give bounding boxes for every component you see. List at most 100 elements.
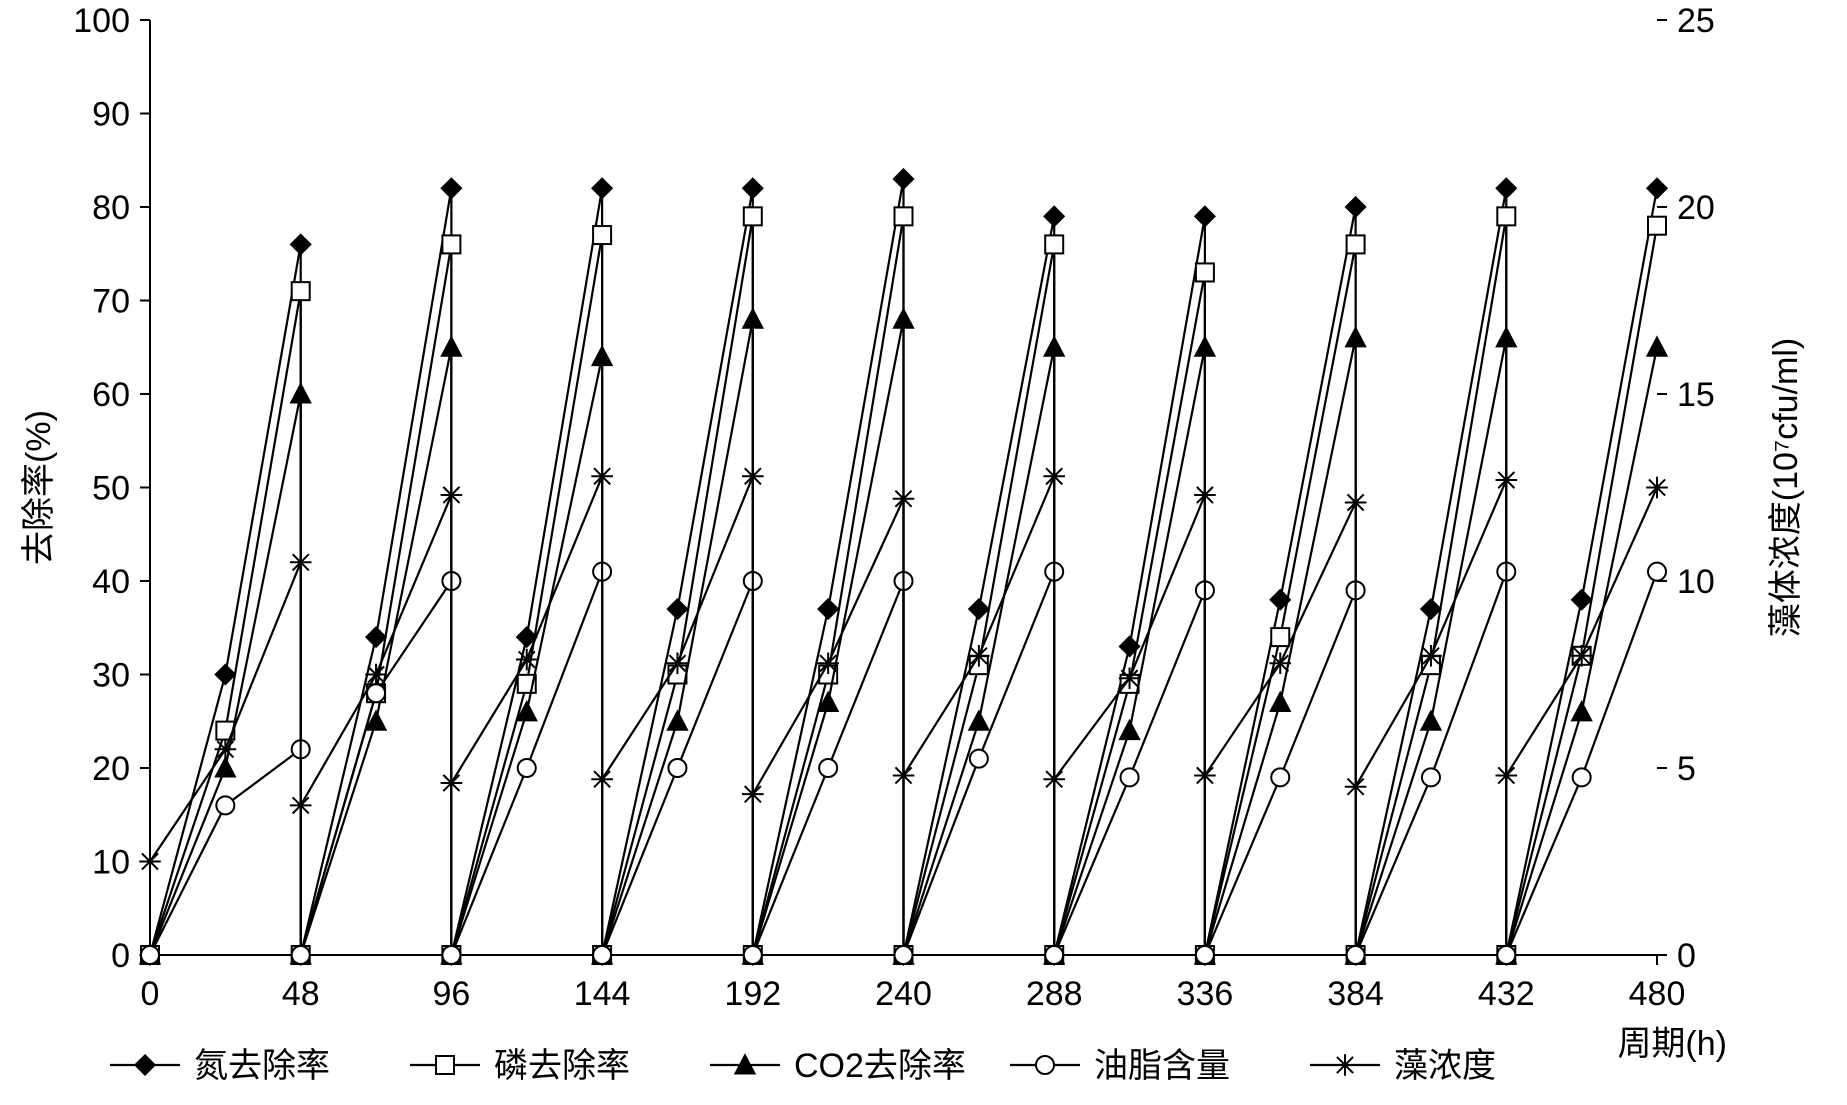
y-left-tick-label: 50: [92, 469, 130, 507]
y-left-tick-label: 90: [92, 95, 130, 133]
y-left-tick-label: 30: [92, 656, 130, 694]
y-right-tick-label: 0: [1677, 937, 1696, 975]
y-right-tick-label: 25: [1677, 2, 1715, 40]
marker-triangle: [441, 336, 462, 356]
marker-diamond: [1571, 589, 1592, 610]
marker-diamond: [441, 178, 462, 199]
marker-square: [1196, 263, 1214, 281]
marker-circle: [593, 946, 611, 964]
marker-square: [1045, 235, 1063, 253]
series-group: [139, 169, 1668, 966]
marker-square: [744, 207, 762, 225]
marker-square: [895, 207, 913, 225]
marker-triangle: [1571, 701, 1592, 721]
y-right-tick-label: 15: [1677, 376, 1715, 414]
marker-triangle: [667, 710, 688, 730]
marker-square: [593, 226, 611, 244]
marker-circle: [895, 946, 913, 964]
marker-square: [292, 282, 310, 300]
marker-circle: [1573, 768, 1591, 786]
marker-diamond: [667, 599, 688, 620]
legend-item: 氮去除率: [110, 1047, 330, 1085]
marker-square: [442, 235, 460, 253]
x-tick-label: 288: [1026, 975, 1083, 1013]
marker-triangle: [1345, 327, 1366, 347]
y-left-tick-label: 80: [92, 189, 130, 227]
y-left-tick-label: 20: [92, 750, 130, 788]
legend-item: 磷去除率: [410, 1047, 630, 1085]
marker-circle: [1497, 946, 1515, 964]
marker-circle: [1036, 1056, 1054, 1074]
x-tick-label: 384: [1327, 975, 1384, 1013]
marker-circle: [141, 946, 159, 964]
y-left-tick-label: 70: [92, 282, 130, 320]
marker-diamond: [592, 178, 613, 199]
marker-square: [436, 1056, 454, 1074]
marker-circle: [668, 759, 686, 777]
marker-circle: [1347, 946, 1365, 964]
x-tick-label: 144: [574, 975, 631, 1013]
marker-triangle: [893, 308, 914, 328]
marker-triangle: [1421, 710, 1442, 730]
x-tick-label: 96: [432, 975, 470, 1013]
legend-label: 磷去除率: [494, 1047, 630, 1085]
marker-diamond: [818, 599, 839, 620]
marker-diamond: [1647, 178, 1668, 199]
legend-item: CO2去除率: [710, 1047, 966, 1085]
marker-diamond: [290, 234, 311, 255]
marker-triangle: [1119, 720, 1140, 740]
marker-diamond: [893, 169, 914, 190]
marker-circle: [1648, 563, 1666, 581]
legend-label: 氮去除率: [194, 1047, 330, 1085]
marker-triangle: [1496, 327, 1517, 347]
y-left-tick-label: 0: [111, 937, 130, 975]
x-tick-label: 432: [1478, 975, 1535, 1013]
marker-triangle: [742, 308, 763, 328]
marker-triangle: [592, 346, 613, 366]
marker-diamond: [1345, 197, 1366, 218]
marker-triangle: [290, 383, 311, 403]
y-left-tick-label: 100: [73, 2, 130, 40]
marker-circle: [1121, 768, 1139, 786]
marker-triangle: [1647, 336, 1668, 356]
x-axis-label: 周期(h): [1617, 1025, 1727, 1063]
marker-diamond: [135, 1055, 156, 1076]
marker-circle: [1271, 768, 1289, 786]
y-left-tick-label: 40: [92, 563, 130, 601]
chart-container: 0489614419224028833638443248001020304050…: [0, 0, 1847, 1105]
marker-circle: [1422, 768, 1440, 786]
marker-diamond: [742, 178, 763, 199]
x-tick-label: 192: [724, 975, 781, 1013]
x-tick-label: 240: [875, 975, 932, 1013]
marker-triangle: [969, 710, 990, 730]
marker-circle: [518, 759, 536, 777]
y-right-tick-label: 20: [1677, 189, 1715, 227]
marker-diamond: [1195, 206, 1216, 227]
y-left-axis-label: 去除率(%): [20, 410, 58, 565]
marker-circle: [744, 946, 762, 964]
marker-triangle: [1044, 336, 1065, 356]
marker-triangle: [1195, 336, 1216, 356]
marker-diamond: [215, 664, 236, 685]
marker-square: [1497, 207, 1515, 225]
y-right-tick-label: 5: [1677, 750, 1696, 788]
marker-circle: [819, 759, 837, 777]
x-tick-label: 480: [1629, 975, 1686, 1013]
marker-circle: [442, 946, 460, 964]
marker-circle: [1045, 946, 1063, 964]
x-tick-label: 336: [1177, 975, 1234, 1013]
marker-circle: [216, 796, 234, 814]
marker-square: [1347, 235, 1365, 253]
marker-triangle: [1270, 692, 1291, 712]
y-right-axis-label: 藻体浓度(10⁷cfu/ml): [1767, 338, 1805, 637]
marker-square: [1648, 217, 1666, 235]
legend-label: CO2去除率: [794, 1047, 966, 1085]
y-right-tick-label: 10: [1677, 563, 1715, 601]
marker-diamond: [969, 599, 990, 620]
legend-item: 油脂含量: [1010, 1047, 1230, 1085]
marker-circle: [1196, 946, 1214, 964]
marker-diamond: [1496, 178, 1517, 199]
legend-item: 藻浓度: [1310, 1047, 1496, 1085]
legend-label: 油脂含量: [1094, 1047, 1230, 1085]
y-left-tick-label: 10: [92, 843, 130, 881]
